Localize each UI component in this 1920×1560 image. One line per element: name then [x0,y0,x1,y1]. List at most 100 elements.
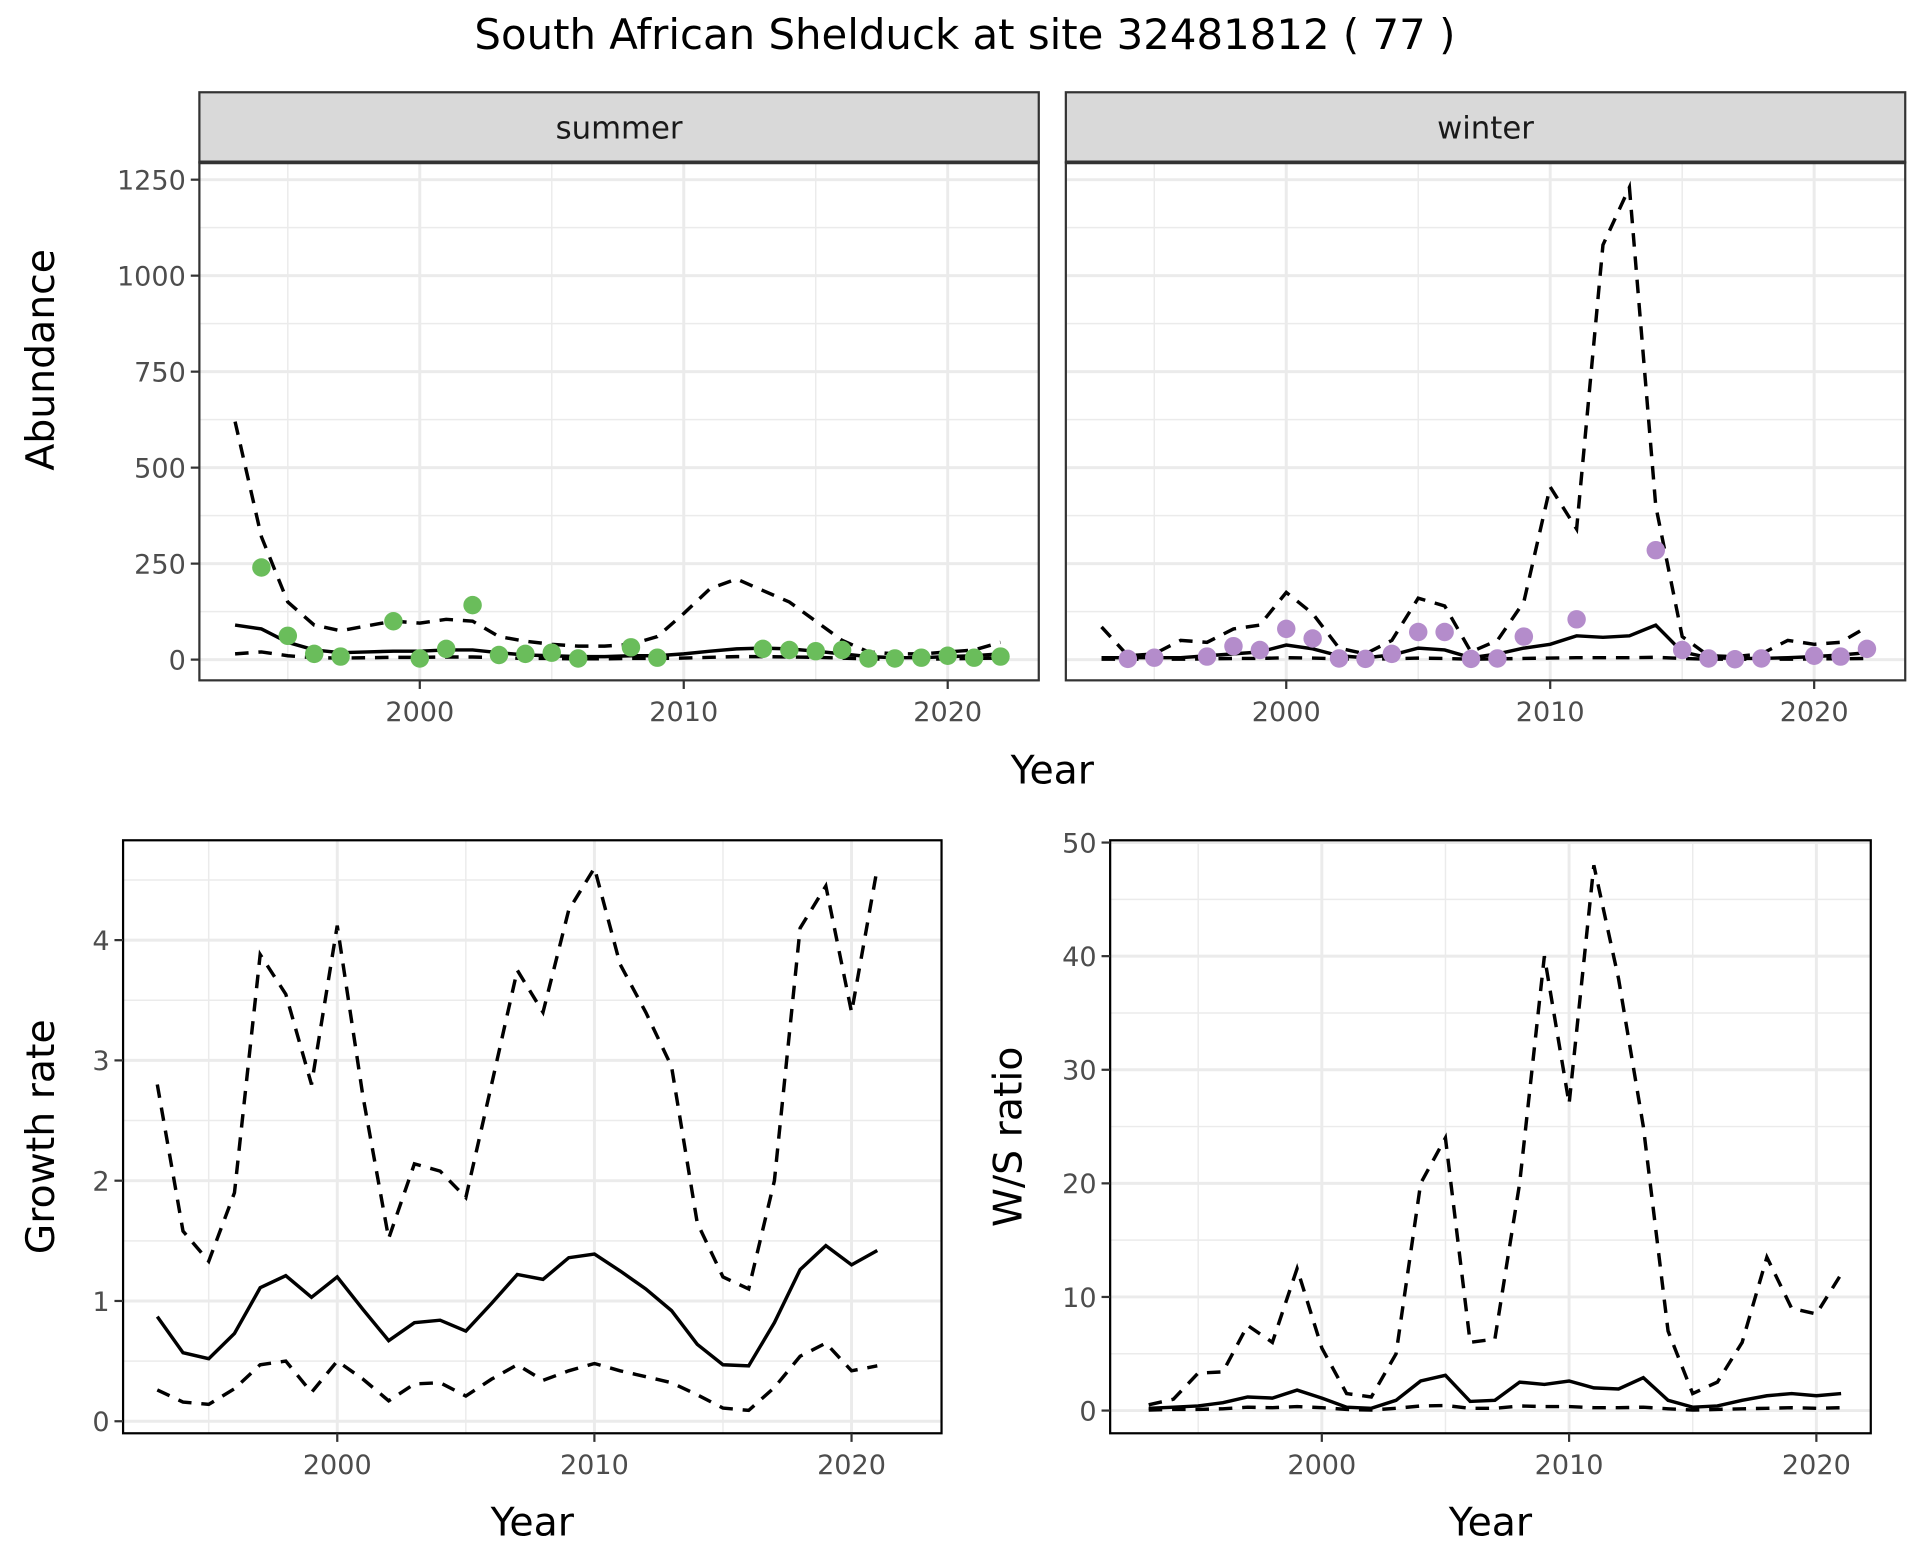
y-tick-label: 1 [92,1287,109,1318]
panel-summer: summer 2000 2010 2020 0 250 500 750 1000 1250 Abun… [18,91,1040,728]
data-point [1250,640,1270,660]
data-point [1699,649,1718,668]
data-point [1857,639,1877,659]
data-point [436,639,456,659]
y-tick-label: 750 [134,357,186,388]
data-point [1514,627,1534,646]
y-axis-title: W/S ratio [986,1047,1032,1227]
x-tick-label: 2000 [385,697,454,728]
facet-strip-label: winter [1437,110,1534,146]
data-point [1329,649,1349,668]
panel-winter: winter 2000 2010 2020 [1064,91,1907,728]
data-point [568,649,588,668]
panel-background [123,840,942,1434]
x-tick-label: 2020 [817,1450,886,1481]
y-tick-label: 1250 [117,166,186,197]
x-axis-title: Year [490,1499,575,1545]
x-tick-label: 2010 [560,1450,629,1481]
panel-ratio: 2000 2010 2020 0 10 20 30 40 50 W/S ratio Year [986,828,1872,1545]
data-point [832,640,852,660]
y-tick-label: 0 [92,1407,109,1438]
data-point [516,644,535,664]
data-point [1672,640,1692,660]
panel-background [1065,162,1906,681]
data-point [1197,647,1217,666]
y-tick-label: 20 [1062,1169,1096,1200]
data-point [489,645,509,665]
data-point [912,648,931,667]
facet-strip-label: summer [556,110,683,146]
y-tick-label: 250 [134,549,186,580]
y-tick-label: 50 [1062,828,1096,859]
data-point [384,611,403,631]
data-point [1461,649,1481,669]
data-point [753,639,773,659]
data-point [859,649,878,668]
data-point [1831,647,1850,666]
y-tick-label: 0 [1079,1396,1096,1427]
panel-growth: 2000 2010 2020 0 1 2 3 4 Growth rate Year [18,839,943,1545]
y-tick-label: 0 [169,645,186,676]
data-point [278,626,298,646]
y-tick-label: 10 [1062,1283,1096,1314]
y-tick-label: 2 [92,1167,109,1198]
data-point [252,558,271,577]
data-point [463,595,482,615]
x-tick-label: 2010 [1535,1450,1604,1481]
panel-border [121,839,943,1435]
y-tick-label: 1000 [117,262,186,293]
data-point [885,649,905,668]
data-point [1277,619,1296,639]
x-tick-label: 2000 [1287,1450,1356,1481]
data-point [621,638,641,657]
x-tick-label: 2020 [1782,1450,1851,1481]
series-line-upper [1148,864,1843,1407]
data-point [938,646,957,666]
data-point [1224,636,1243,656]
series-line-mean [155,1243,879,1368]
x-axis-title: Year [1448,1499,1533,1545]
x-tick-label: 2000 [303,1450,372,1481]
x-tick-label: 2020 [1780,697,1849,728]
y-tick-label: 30 [1062,1056,1096,1087]
panel-border [1109,839,1872,1435]
data-point [304,644,324,664]
x-tick-label: 2010 [1516,697,1585,728]
data-point [1804,646,1824,666]
data-point [1145,648,1164,667]
panel-background [199,162,1039,681]
data-point [991,647,1010,666]
facet-strip [198,91,1040,164]
top-x-axis-title: Year [1010,748,1095,794]
data-point [1752,649,1771,668]
data-point [780,640,799,660]
y-tick-label: 500 [134,453,186,484]
data-point [1567,610,1586,629]
x-tick-label: 2000 [1252,697,1321,728]
panel-background [1110,840,1871,1434]
data-point [1725,650,1745,669]
data-point [1408,622,1428,642]
x-tick-label: 2010 [649,697,718,728]
y-tick-label: 4 [92,926,109,957]
series-line-mean [1148,1373,1842,1411]
data-point [1646,540,1666,560]
facet-strip [1064,91,1907,164]
data-point [806,641,825,661]
data-point [1488,649,1507,668]
x-tick-label: 2020 [913,697,982,728]
y-tick-label: 40 [1062,942,1096,973]
data-point [648,648,667,667]
y-axis-title: Growth rate [18,1019,64,1254]
y-tick-label: 3 [92,1046,109,1077]
data-point [542,643,561,662]
data-point [1118,649,1138,669]
data-point [1435,622,1454,642]
figure-title: South African Shelduck at site 32481812 … [474,10,1455,59]
data-point [410,649,430,668]
data-point [1303,629,1322,648]
series-line-upper [155,863,879,1292]
data-point [964,648,984,667]
data-point [1382,644,1402,664]
